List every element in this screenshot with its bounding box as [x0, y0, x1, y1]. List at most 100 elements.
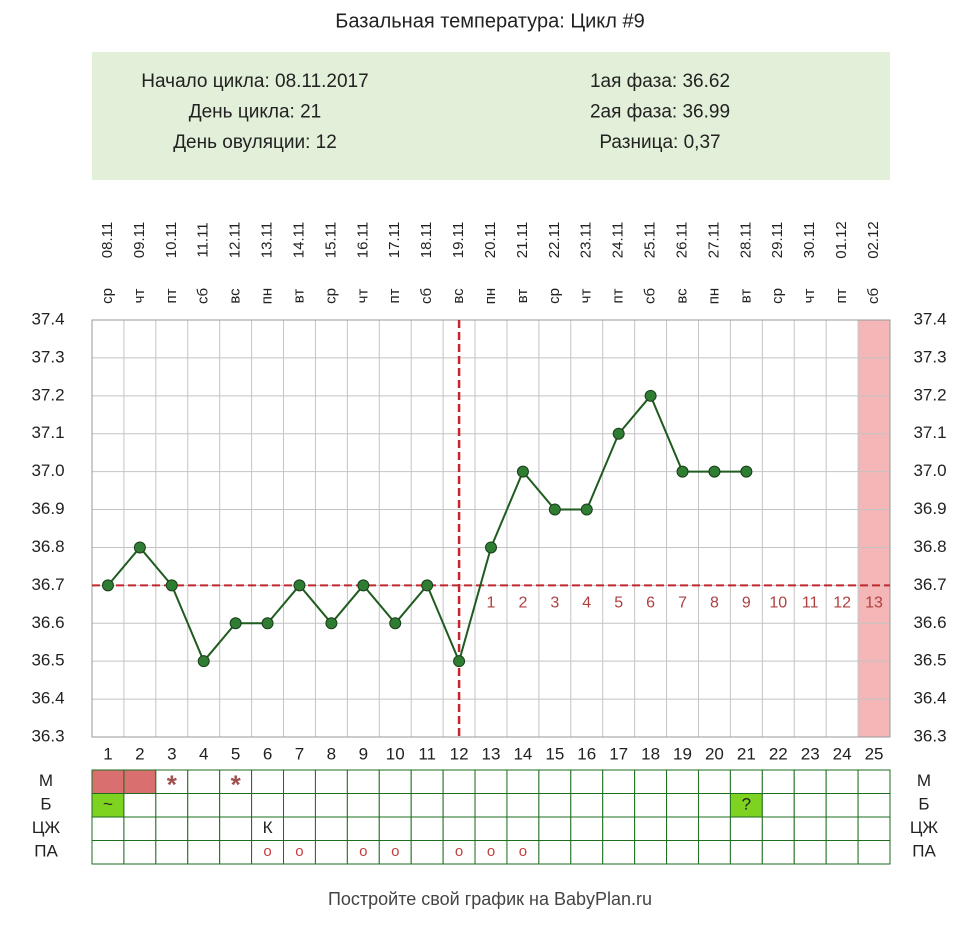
table-cell: [570, 769, 604, 794]
table-cell: [219, 840, 253, 865]
table-cell: [506, 816, 540, 841]
temperature-point: [165, 579, 178, 592]
weekday-label: ср: [546, 288, 563, 304]
table-cell: [123, 793, 157, 818]
date-label: 27.11: [705, 222, 722, 258]
temperature-point: [389, 617, 402, 630]
weekday-label: пн: [482, 288, 499, 304]
table-cell: [123, 840, 157, 865]
cell-text: o: [295, 843, 303, 860]
info-right: 2ая фаза: 36.99: [590, 102, 730, 123]
row-label: ПА: [34, 842, 58, 861]
info-box: [92, 52, 890, 180]
table-cell: [155, 816, 189, 841]
table-cell: [666, 816, 699, 841]
table-cell: [219, 816, 253, 841]
table-cell: [825, 793, 859, 818]
y-tick-label: 37.0: [31, 461, 64, 480]
date-label: 02.12: [865, 221, 882, 259]
table-cell: [314, 816, 348, 841]
table-cell: [506, 769, 540, 794]
table-cell: [602, 769, 636, 794]
weekday-label: пт: [386, 288, 403, 303]
weekday-label: чт: [354, 289, 371, 304]
y-tick-label: 37.1: [31, 423, 64, 442]
weekday-label: чт: [578, 289, 595, 304]
y-tick-label: 36.6: [31, 613, 64, 632]
y-tick-label-right: 36.7: [913, 575, 946, 594]
table-cell: [634, 840, 668, 865]
date-label: 23.11: [578, 222, 595, 258]
info-left: Начало цикла: 08.11.2017: [141, 71, 368, 92]
table-cell: [793, 793, 827, 818]
table-cell: [474, 816, 508, 841]
date-label: 28.11: [737, 222, 754, 258]
x-tick-label: 10: [386, 744, 405, 763]
x-tick-label: 12: [450, 744, 469, 763]
temperature-point: [357, 579, 370, 592]
table-cell: [346, 769, 380, 794]
weekday-label: сб: [418, 288, 435, 304]
info-right: 1ая фаза: 36.62: [590, 71, 730, 92]
weekday-label: чт: [801, 289, 818, 304]
cell-text: o: [359, 843, 367, 860]
y-tick-label: 36.8: [31, 537, 64, 556]
temperature-point: [612, 427, 625, 440]
table-cell: [793, 816, 827, 841]
highlight-column: [858, 320, 890, 737]
date-label: 21.11: [514, 222, 531, 258]
y-tick-label-right: 37.1: [913, 423, 946, 442]
weekday-label: пн: [259, 288, 276, 304]
table-cell: [825, 816, 859, 841]
weekday-label: сб: [865, 288, 882, 304]
x-tick-label: 19: [673, 744, 692, 763]
table-cell: [442, 769, 476, 794]
table-cell: [219, 793, 253, 818]
table-cell: [187, 816, 221, 841]
table-cell: [251, 769, 285, 794]
weekday-label: вс: [673, 288, 690, 304]
x-tick-label: 3: [167, 744, 176, 763]
weekday-label: пн: [705, 288, 722, 304]
table-cell: [570, 793, 604, 818]
x-tick-label: 2: [135, 744, 144, 763]
table-cell: [283, 769, 316, 794]
cell-text: o: [487, 843, 495, 860]
table-cell: [697, 816, 731, 841]
table-cell: [314, 793, 348, 818]
y-tick-label: 36.4: [31, 689, 64, 708]
table-cell: [378, 769, 412, 794]
x-tick-label: 8: [327, 744, 336, 763]
table-cell: [91, 840, 125, 865]
weekday-label: чт: [131, 289, 148, 304]
info-left: День овуляции: 12: [173, 132, 337, 153]
table-cell: [283, 793, 316, 818]
weekday-label: вс: [450, 288, 467, 304]
y-tick-label: 37.2: [31, 385, 64, 404]
temperature-point: [197, 655, 210, 668]
date-label: 18.11: [418, 222, 435, 258]
row-label: Б: [40, 795, 51, 814]
temperature-point: [485, 541, 497, 554]
table-cell: [602, 816, 636, 841]
y-tick-label: 37.3: [31, 347, 64, 366]
x-tick-label: 22: [769, 744, 788, 763]
table-cell: [442, 816, 476, 841]
temperature-point: [261, 617, 274, 630]
table-cell: [697, 793, 731, 818]
table-cell: [314, 769, 348, 794]
table-cell: [251, 793, 285, 818]
y-tick-label: 36.5: [31, 651, 64, 670]
table-cell: [474, 769, 508, 794]
table-cell: [729, 769, 763, 794]
table-cell: [697, 769, 731, 794]
table-cell: [857, 769, 891, 794]
temperature-point: [229, 617, 242, 630]
y-tick-label: 36.9: [31, 499, 64, 518]
table-cell: [634, 769, 668, 794]
y-tick-label-right: 37.3: [913, 347, 946, 366]
x-tick-label: 9: [359, 744, 368, 763]
table-cell: [857, 816, 891, 841]
y-tick-label-right: 36.5: [913, 651, 946, 670]
